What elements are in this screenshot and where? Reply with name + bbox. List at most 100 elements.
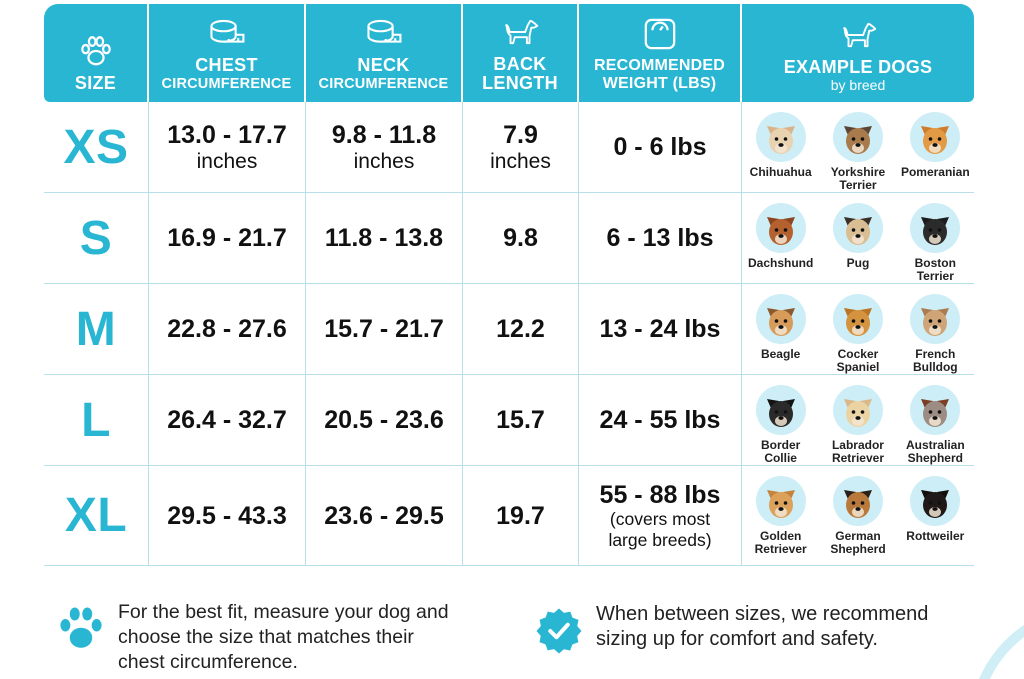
example-dog: Yorkshire Terrier [821, 112, 895, 192]
chest-value: 16.9 - 21.7 [167, 224, 287, 252]
tip-text-line: For the best fit, measure your dog and [118, 601, 449, 623]
dog-photo-icon [832, 476, 883, 526]
dog-breed-name: Border [760, 438, 801, 452]
table-row: S 16.9 - 21.7 11.8 - 13.8 9.8 6 - 13 lbs Dach… [44, 193, 974, 284]
back-value: 9.8 [503, 224, 538, 252]
size-label: XL [64, 489, 128, 542]
dog-breed-name: Retriever [831, 451, 884, 465]
dog-photo-icon [910, 112, 961, 162]
dog-breed-name: Cocker [837, 347, 879, 361]
size-rows: XS 13.0 - 17.7 inches 9.8 - 11.8 inches 7.9 in… [44, 102, 974, 566]
dog-photo-icon [832, 203, 883, 253]
back-value: 7.9 [503, 120, 538, 149]
example-dog: Boston Terrier [898, 203, 972, 283]
header-example-dogs: EXAMPLE DOGS by breed [742, 4, 974, 102]
chest-value: 13.0 - 17.7 [167, 120, 287, 149]
example-dog: Dachshund [744, 203, 818, 270]
back-value: 19.7 [496, 501, 545, 530]
dog-breed-name: Pug [846, 256, 870, 270]
header-line2: by breed [830, 77, 886, 93]
header-row: SIZE CHEST CIRCUMFERENCE NECK CIRCUMFERE… [44, 4, 974, 102]
header-line1: BACK [493, 54, 547, 74]
header-label: SIZE [74, 73, 117, 93]
header-line1: RECOMMENDED [593, 57, 726, 74]
example-dog: Cocker Spaniel [821, 294, 895, 374]
example-dog: German Shepherd [821, 476, 895, 556]
dog-photo-icon [910, 385, 961, 435]
example-dogs: Dachshund Pug Boston Terrier [742, 193, 974, 283]
dog-breed-name: Yorkshire [830, 165, 886, 179]
dog-breed-name: Boston Terrier [914, 256, 956, 283]
tip-text-line: choose the size that matches their [118, 626, 414, 648]
example-dog: Beagle [744, 294, 818, 361]
dog-photo-icon [832, 294, 883, 344]
dog-breed-name: Collie [764, 451, 797, 465]
dog-photo-icon [910, 294, 961, 344]
header-size: SIZE [44, 4, 149, 102]
example-dog: Pug [821, 203, 895, 270]
example-dog: Australian Shepherd [898, 385, 972, 465]
back-value: 15.7 [496, 406, 545, 434]
weight-note: large breeds) [608, 529, 712, 550]
tip-text-line: sizing up for comfort and safety. [596, 628, 878, 650]
size-label: M [75, 302, 117, 356]
dog-photo-icon [910, 476, 961, 526]
dog-breed-name: German [835, 529, 881, 543]
size-chart: SIZE CHEST CIRCUMFERENCE NECK CIRCUMFERE… [44, 4, 974, 566]
example-dog: Pomeranian [898, 112, 972, 179]
example-dog: Labrador Retriever [821, 385, 895, 465]
header-line2: CIRCUMFERENCE [161, 76, 292, 92]
table-row: M 22.8 - 27.6 15.7 - 21.7 12.2 13 - 24 lbs Be… [44, 284, 974, 375]
measuring-tape-icon [365, 16, 403, 50]
dog-breed-name: Rottweiler [906, 529, 965, 543]
table-row: XS 13.0 - 17.7 inches 9.8 - 11.8 inches 7.9 in… [44, 102, 974, 193]
tip-size-up: When between sizes, we recommend sizing … [534, 602, 974, 656]
back-value: 12.2 [496, 315, 545, 343]
dog-breed-name: Retriever [754, 542, 807, 556]
dog-breed-name: Pomeranian [900, 165, 970, 179]
decorative-swoosh [978, 624, 1024, 679]
dog-silhouette-icon [501, 15, 539, 49]
footer: For the best fit, measure your dog and c… [56, 600, 976, 675]
dog-breed-name: Bulldog [912, 360, 958, 374]
header-line1: CHEST [195, 55, 258, 75]
dog-breed-name: Shepherd [907, 451, 963, 465]
dog-photo-icon [755, 385, 806, 435]
paw-icon [56, 604, 106, 654]
weight-value: 55 - 88 lbs [599, 480, 721, 509]
chest-value: 29.5 - 43.3 [167, 501, 287, 530]
size-label: S [79, 211, 113, 265]
tip-text-line: chest circumference. [118, 651, 298, 673]
neck-unit: inches [353, 149, 415, 173]
dog-photo-icon [755, 294, 806, 344]
weight-value: 13 - 24 lbs [599, 315, 721, 343]
example-dogs: Chihuahua Yorkshire Terrier Pomeranian [742, 102, 974, 192]
dog-breed-name: Golden [759, 529, 802, 543]
tip-text-line: When between sizes, we recommend [596, 603, 929, 625]
chest-value: 22.8 - 27.6 [167, 315, 287, 343]
table-row: XL 29.5 - 43.3 23.6 - 29.5 19.7 55 - 88 lbs(… [44, 466, 974, 566]
table-row: L 26.4 - 32.7 20.5 - 23.6 15.7 24 - 55 lbs Bo… [44, 375, 974, 466]
dog-photo-icon [832, 112, 883, 162]
example-dogs: Golden Retriever German Shepherd Rottweiler [742, 466, 974, 565]
dog-breed-name: Shepherd [830, 542, 886, 556]
header-line2: LENGTH [482, 73, 558, 93]
neck-value: 15.7 - 21.7 [324, 315, 444, 343]
dog-breed-name: Labrador [831, 438, 884, 452]
dog-photo-icon [755, 112, 806, 162]
header-neck: NECK CIRCUMFERENCE [306, 4, 463, 102]
dog-photo-icon [755, 203, 806, 253]
back-unit: inches [490, 149, 551, 173]
dog-breed-name: Terrier [839, 178, 877, 192]
chest-value: 26.4 - 32.7 [167, 406, 287, 434]
example-dog: Rottweiler [898, 476, 972, 543]
weight-value: 6 - 13 lbs [606, 224, 714, 252]
header-chest: CHEST CIRCUMFERENCE [149, 4, 306, 102]
dog-breed-name: Spaniel [836, 360, 880, 374]
neck-value: 9.8 - 11.8 [331, 120, 437, 149]
neck-value: 23.6 - 29.5 [324, 501, 444, 530]
example-dog: Chihuahua [744, 112, 818, 179]
neck-value: 11.8 - 13.8 [324, 224, 444, 252]
checkmark-badge-icon [534, 606, 584, 656]
example-dog: Border Collie [744, 385, 818, 465]
